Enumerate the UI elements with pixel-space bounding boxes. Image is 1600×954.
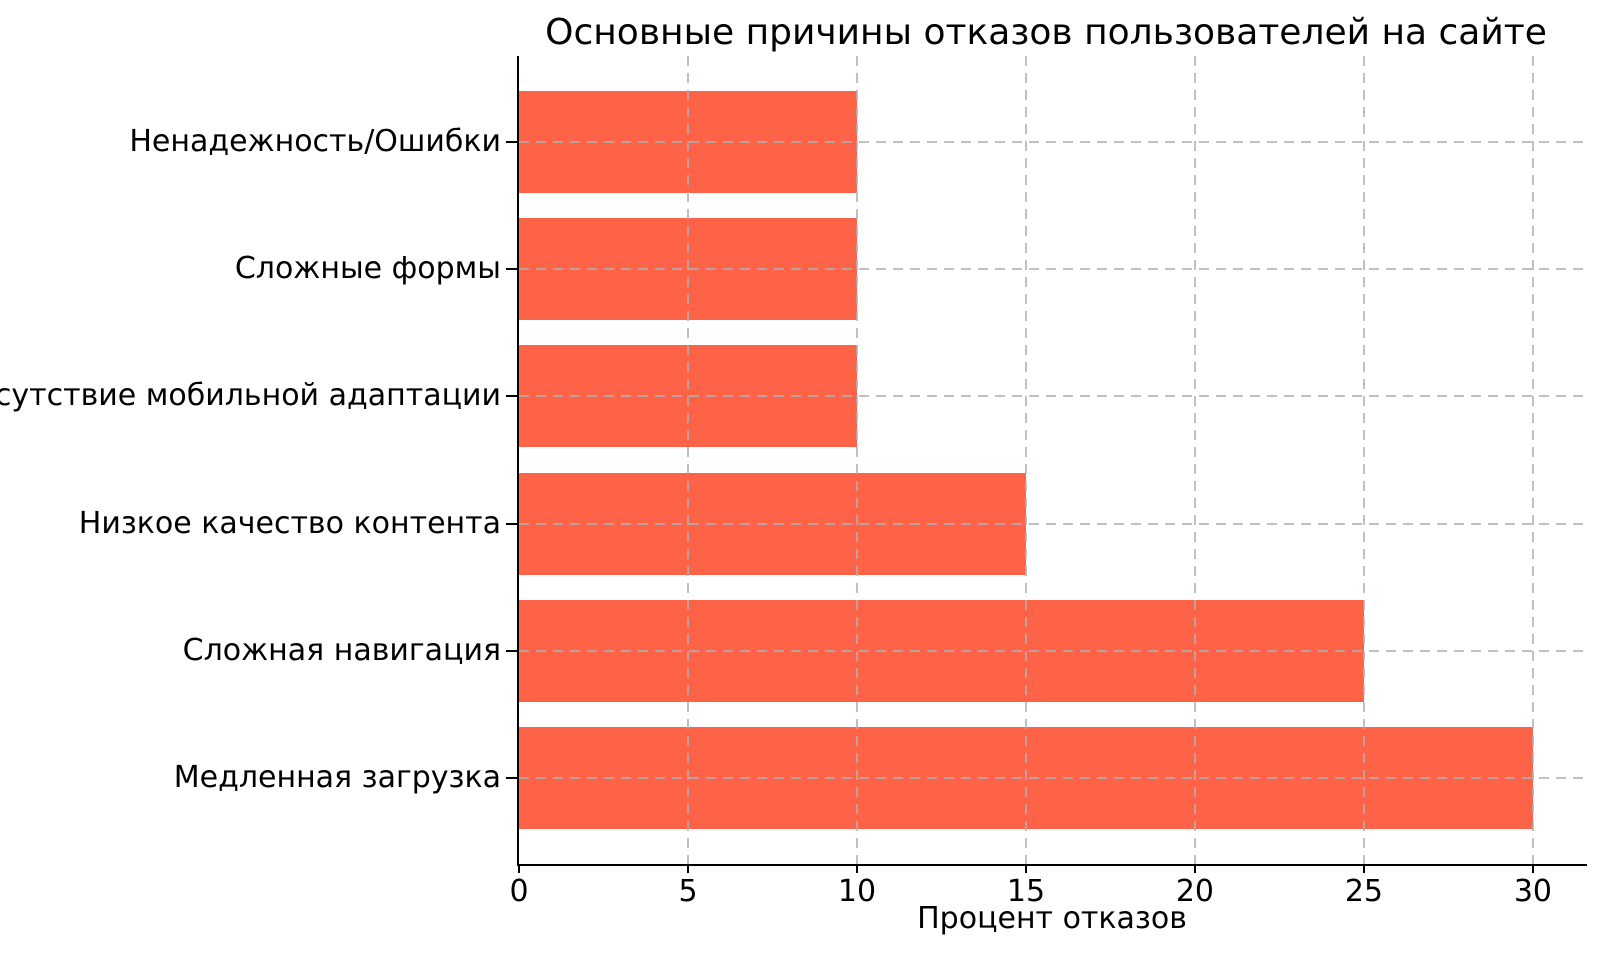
x-tick-label: 0 bbox=[509, 874, 529, 909]
grid-line-vertical bbox=[1193, 56, 1196, 864]
x-tick-mark bbox=[1362, 864, 1365, 873]
plot-area: 0 5 10 15 20 25 30 Ненадежность/Ошибки Сложные ф… bbox=[0, 56, 1587, 907]
grid-line-vertical bbox=[855, 56, 858, 864]
y-category-label: Сложные формы bbox=[234, 251, 501, 287]
grid-line-horizontal bbox=[519, 522, 1587, 525]
grid-line-vertical bbox=[1531, 56, 1534, 864]
grid-line-vertical bbox=[1024, 56, 1027, 864]
grid-line-horizontal bbox=[519, 395, 1587, 398]
grid-line-vertical bbox=[1362, 56, 1365, 864]
y-tick-mark bbox=[506, 395, 517, 398]
x-tick-mark bbox=[1024, 864, 1027, 873]
y-category-label: Сложная навигация bbox=[182, 632, 501, 668]
x-tick-label: 25 bbox=[1344, 874, 1384, 909]
x-axis-label: Процент отказов bbox=[917, 901, 1187, 936]
grid-line-vertical bbox=[686, 56, 689, 864]
x-tick-label: 15 bbox=[1006, 874, 1046, 909]
y-tick-mark bbox=[506, 522, 517, 525]
grid-line-horizontal bbox=[519, 268, 1587, 271]
x-tick-mark bbox=[518, 864, 520, 873]
x-tick-mark bbox=[1531, 864, 1534, 873]
x-tick-label: 10 bbox=[837, 874, 877, 909]
y-category-label: Медленная загрузка bbox=[173, 760, 501, 796]
grid-line-horizontal bbox=[519, 649, 1587, 652]
chart-title: Основные причины отказов пользователей н… bbox=[545, 12, 1547, 53]
x-tick-label: 20 bbox=[1175, 874, 1215, 909]
y-tick-mark bbox=[506, 268, 517, 271]
y-tick-mark bbox=[506, 777, 517, 780]
y-tick-mark bbox=[506, 649, 517, 652]
y-tick-mark bbox=[506, 140, 517, 143]
x-tick-mark bbox=[855, 864, 858, 873]
x-tick-mark bbox=[1193, 864, 1196, 873]
y-category-label: Отсутствие мобильной адаптации bbox=[0, 378, 501, 414]
x-tick-label: 30 bbox=[1513, 874, 1553, 909]
x-tick-label: 5 bbox=[678, 874, 698, 909]
grid-line-horizontal bbox=[519, 777, 1587, 780]
y-category-label: Ненадежность/Ошибки bbox=[129, 123, 501, 159]
x-tick-mark bbox=[686, 864, 689, 873]
y-category-label: Низкое качество контента bbox=[78, 505, 501, 541]
grid-line-horizontal bbox=[519, 140, 1587, 143]
